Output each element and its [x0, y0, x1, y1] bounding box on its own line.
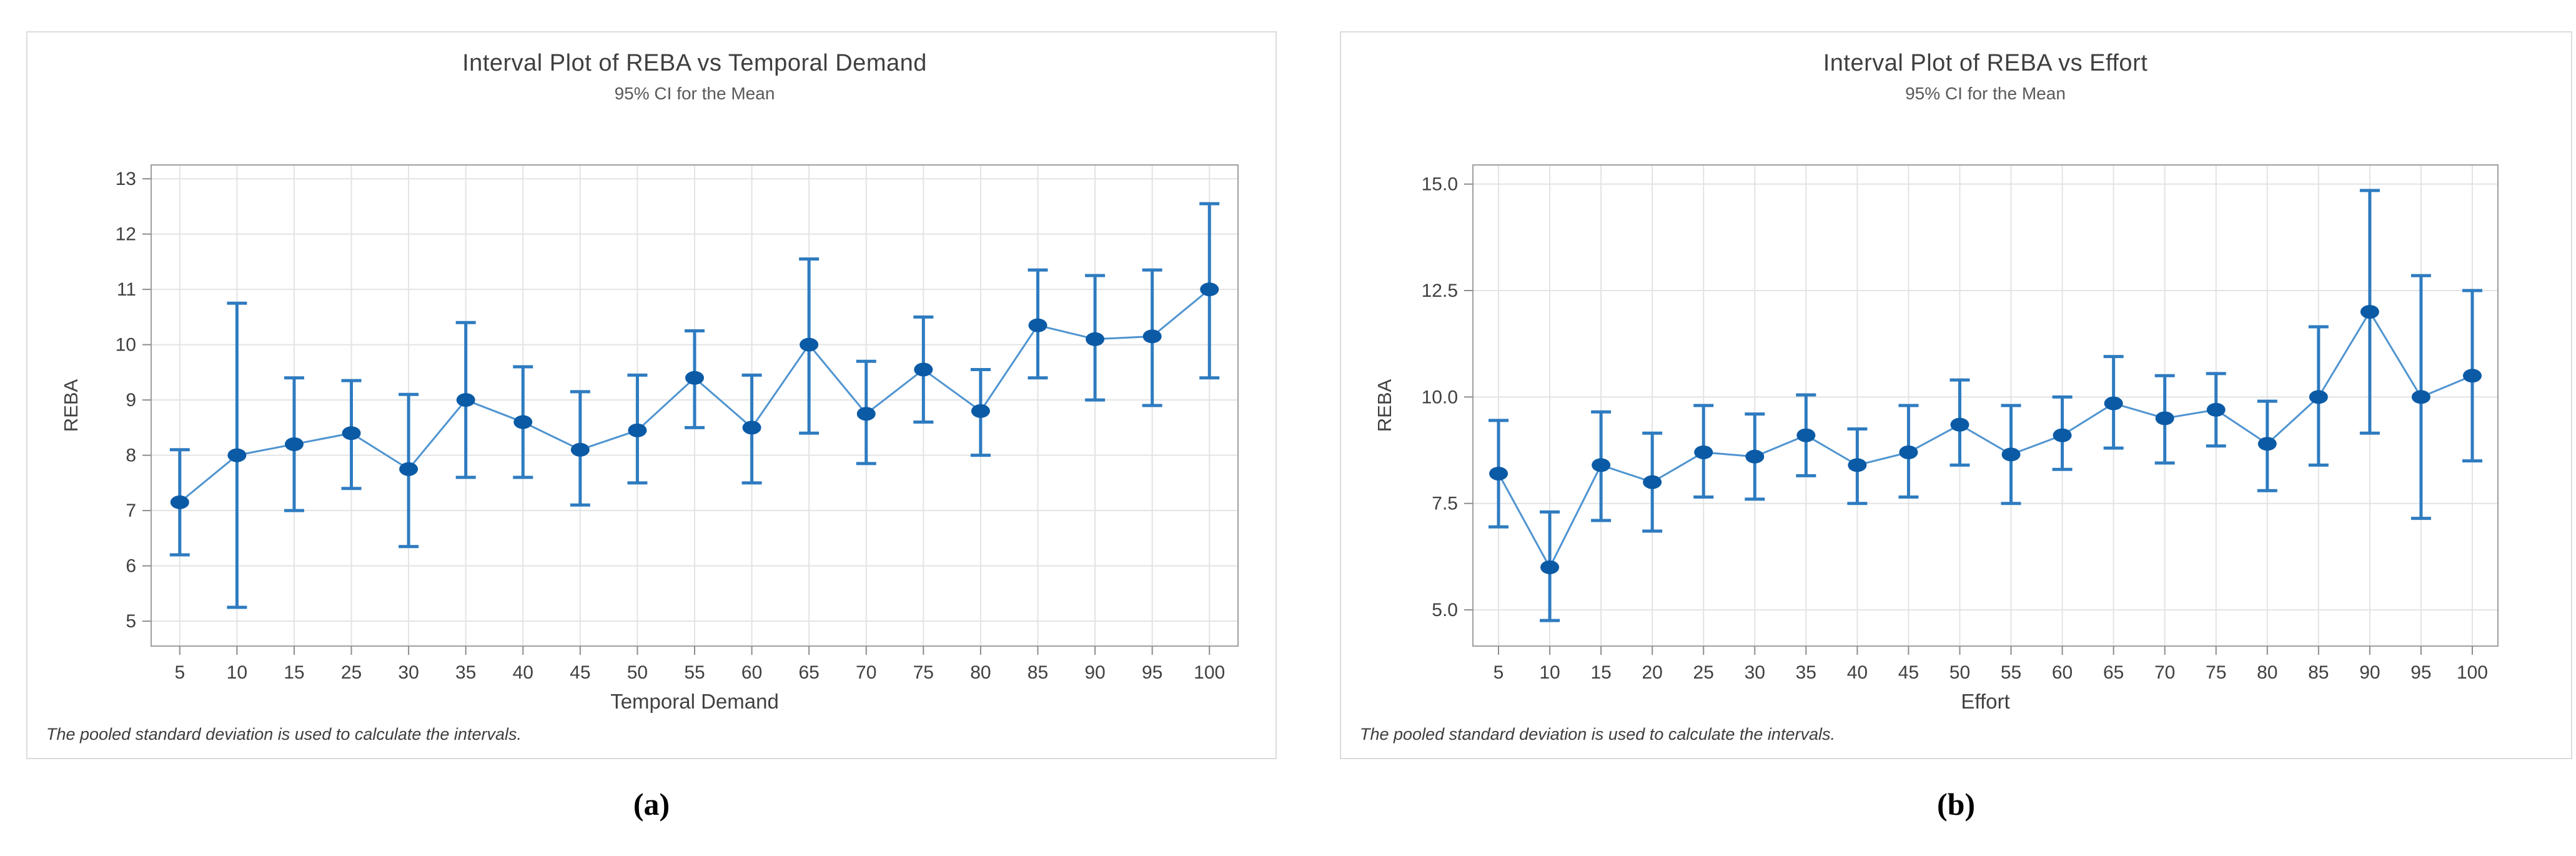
interval-plot-effort: 5.0 7.5 10.0 12.5 15.0 5 10 15 20 25 30 35 40 45 50 55 6… [1422, 164, 2499, 683]
svg-text:15.0: 15.0 [1422, 174, 1458, 195]
svg-text:60: 60 [741, 662, 762, 683]
svg-text:100: 100 [1194, 662, 1225, 683]
svg-text:95: 95 [1142, 662, 1162, 683]
pooled-sd-footnote: The pooled standard deviation is used to… [1360, 725, 1835, 744]
svg-text:55: 55 [2001, 662, 2021, 683]
svg-text:15: 15 [284, 662, 304, 683]
svg-text:13: 13 [116, 169, 136, 189]
svg-text:80: 80 [970, 662, 991, 683]
subfigure-caption-b: (b) [1936, 787, 1976, 822]
svg-text:9: 9 [126, 390, 136, 411]
svg-text:85: 85 [2308, 662, 2329, 683]
svg-text:70: 70 [2154, 662, 2175, 683]
svg-text:70: 70 [856, 662, 876, 683]
svg-text:15: 15 [1590, 662, 1611, 683]
svg-text:20: 20 [1642, 662, 1662, 683]
x-axis-label: Effort [1961, 690, 2010, 713]
svg-text:10: 10 [116, 335, 136, 356]
x-axis-label: Temporal Demand [610, 690, 779, 713]
svg-text:5: 5 [126, 611, 136, 632]
svg-text:12.5: 12.5 [1422, 281, 1458, 301]
svg-text:5: 5 [1494, 662, 1504, 683]
svg-text:8: 8 [126, 445, 136, 466]
svg-text:65: 65 [798, 662, 819, 683]
svg-text:35: 35 [455, 662, 476, 683]
svg-text:55: 55 [684, 662, 705, 683]
svg-text:45: 45 [570, 662, 590, 683]
svg-text:80: 80 [2257, 662, 2277, 683]
svg-text:40: 40 [513, 662, 533, 683]
svg-text:75: 75 [913, 662, 934, 683]
svg-text:6: 6 [126, 556, 136, 577]
svg-text:7: 7 [126, 500, 136, 521]
svg-text:5: 5 [174, 662, 185, 683]
svg-text:10: 10 [1539, 662, 1560, 683]
svg-text:95: 95 [2410, 662, 2431, 683]
svg-text:5.0: 5.0 [1432, 600, 1458, 620]
figure-panel-a: Interval Plot of REBA vs Temporal Demand… [26, 31, 1277, 759]
svg-text:50: 50 [627, 662, 648, 683]
svg-text:60: 60 [2052, 662, 2073, 683]
svg-text:35: 35 [1796, 662, 1816, 683]
svg-text:30: 30 [1745, 662, 1765, 683]
chart-title: Interval Plot of REBA vs Effort [1823, 50, 2148, 76]
svg-text:11: 11 [117, 279, 136, 300]
svg-text:85: 85 [1028, 662, 1048, 683]
svg-text:25: 25 [1693, 662, 1714, 683]
svg-text:65: 65 [2103, 662, 2124, 683]
svg-text:90: 90 [1084, 662, 1105, 683]
svg-text:10: 10 [227, 662, 247, 683]
svg-text:40: 40 [1847, 662, 1868, 683]
pooled-sd-footnote: The pooled standard deviation is used to… [46, 725, 522, 744]
subfigure-caption-a: (a) [633, 787, 670, 822]
interval-plot-temporal-demand: 5 6 7 8 9 10 11 12 13 5 10 15 25 30 35 40 45 50 55 60 65 70 75… [116, 164, 1239, 683]
svg-text:25: 25 [341, 662, 362, 683]
svg-text:75: 75 [2206, 662, 2226, 683]
chart-subtitle: 95% CI for the Mean [614, 84, 775, 103]
chart-subtitle: 95% CI for the Mean [1905, 84, 2066, 103]
svg-text:100: 100 [2457, 662, 2488, 683]
svg-text:7.5: 7.5 [1432, 494, 1458, 514]
svg-text:45: 45 [1898, 662, 1919, 683]
svg-text:30: 30 [398, 662, 419, 683]
svg-text:50: 50 [1949, 662, 1970, 683]
chart-title: Interval Plot of REBA vs Temporal Demand [462, 50, 927, 76]
svg-text:90: 90 [2359, 662, 2380, 683]
svg-text:10.0: 10.0 [1422, 387, 1458, 407]
svg-text:12: 12 [116, 224, 136, 245]
figure-panel-b: Interval Plot of REBA vs Effort 95% CI f… [1340, 31, 2572, 759]
